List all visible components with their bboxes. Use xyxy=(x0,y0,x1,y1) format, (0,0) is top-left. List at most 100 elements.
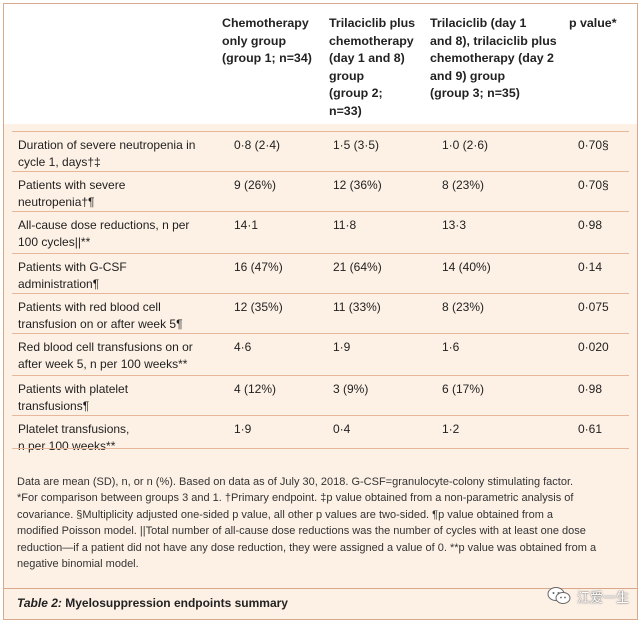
caption-divider xyxy=(4,588,637,589)
row-label: Platelet transfusions, n per 100 weeks** xyxy=(18,421,218,455)
group-3-value: 8 (23%) xyxy=(442,300,485,314)
row-label: Patients with platelet transfusions¶ xyxy=(18,381,218,415)
watermark-text: 江爱一生 xyxy=(576,589,629,605)
column-header-group-1: Chemotherapy only group (group 1; n=34) xyxy=(222,15,312,68)
group-3-value: 1·6 xyxy=(442,340,460,354)
group-3-value: 1·2 xyxy=(442,422,460,436)
caption-label: Table 2: xyxy=(17,596,62,610)
group-3-value: 13·3 xyxy=(442,218,467,232)
row-label: Red blood cell transfusions on or after w… xyxy=(18,339,218,373)
p-value: 0·61 xyxy=(578,422,603,436)
group-1-value: 14·1 xyxy=(234,218,259,232)
row-label-line: transfusions¶ xyxy=(18,399,90,413)
group-3-value: 14 (40%) xyxy=(442,260,491,274)
group-2-value: 1·9 xyxy=(333,340,351,354)
header-line: Trilaciclib (day 1 xyxy=(430,16,527,30)
header-line: only group xyxy=(222,33,287,48)
table-row: Duration of severe neutropenia in cycle 1… xyxy=(12,131,629,172)
column-header-p-value: p value* xyxy=(569,15,617,33)
header-line: (group 3; n=35) xyxy=(430,86,520,101)
header-line: chemotherapy (day 2 xyxy=(430,51,554,66)
row-label-line: transfusion on or after week 5¶ xyxy=(18,317,183,331)
table-caption: Table 2: Myelosuppression endpoints summ… xyxy=(17,596,288,610)
footnote-line: modified Poisson model. ||Total number o… xyxy=(17,525,586,538)
group-2-value: 11 (33%) xyxy=(333,300,381,314)
header-line: Trilaciclib plus xyxy=(329,16,416,30)
p-value: 0·98 xyxy=(578,382,603,396)
caption-title: Myelosuppression endpoints summary xyxy=(65,596,288,610)
header-line: n=33) xyxy=(329,103,362,118)
header-line: (group 2; xyxy=(329,86,383,101)
group-3-value: 6 (17%) xyxy=(442,382,485,396)
row-label-line: Red blood cell transfusions on or xyxy=(18,340,193,354)
p-value: 0·075 xyxy=(578,300,609,314)
p-value: 0·70§ xyxy=(578,178,609,192)
footnote-line: negative binomial model. xyxy=(17,558,139,571)
p-value: 0·70§ xyxy=(578,138,609,152)
row-label-line: n per 100 weeks** xyxy=(18,439,116,453)
table-row: Red blood cell transfusions on or after w… xyxy=(12,333,629,376)
group-1-value: 1·9 xyxy=(234,422,252,436)
group-2-value: 21 (64%) xyxy=(333,260,382,274)
header-line: p value* xyxy=(569,16,617,30)
group-2-value: 1·5 (3·5) xyxy=(333,138,380,152)
p-value: 0·020 xyxy=(578,340,609,354)
table-row: All-cause dose reductions, n per 100 cycl… xyxy=(12,211,629,254)
row-label-line: administration¶ xyxy=(18,277,100,291)
row-label-line: Patients with G-CSF xyxy=(18,260,127,274)
table-row: Patients with G-CSF administration¶ 16 (47… xyxy=(12,253,629,294)
row-label-line: 100 cycles||** xyxy=(18,235,91,249)
header-line: (group 1; n=34) xyxy=(222,51,312,66)
group-1-value: 16 (47%) xyxy=(234,260,283,274)
group-2-value: 11·8 xyxy=(333,218,357,232)
header-line: chemotherapy xyxy=(329,33,414,48)
row-label: Patients with G-CSF administration¶ xyxy=(18,259,218,293)
table-footnotes: Data are mean (SD), n, or n (%). Based o… xyxy=(17,474,627,572)
group-1-value: 4 (12%) xyxy=(234,382,277,396)
row-label-line: cycle 1, days†‡ xyxy=(18,155,101,169)
group-2-value: 12 (36%) xyxy=(333,178,382,192)
column-header-group-3: Trilaciclib (day 1 and 8), trilaciclib p… xyxy=(430,15,557,103)
group-2-value: 3 (9%) xyxy=(333,382,369,396)
column-header-group-2: Trilaciclib plus chemotherapy (day 1 and… xyxy=(329,15,415,121)
row-label-line: Patients with red blood cell xyxy=(18,300,161,314)
header-line: and 8), trilaciclib plus xyxy=(430,33,557,48)
table-header: Chemotherapy only group (group 1; n=34) … xyxy=(4,4,637,124)
p-value: 0·98 xyxy=(578,218,603,232)
footnote-line: Data are mean (SD), n, or n (%). Based o… xyxy=(17,476,574,488)
header-line: (day 1 and 8) xyxy=(329,51,405,66)
row-label-line: Platelet transfusions, xyxy=(18,422,130,436)
row-label: All-cause dose reductions, n per 100 cycl… xyxy=(18,217,218,251)
group-1-value: 4·6 xyxy=(234,340,252,354)
header-line: and 9) group xyxy=(430,68,506,83)
p-value: 0·14 xyxy=(578,260,603,274)
row-label: Duration of severe neutropenia in cycle 1… xyxy=(18,137,218,171)
row-label-line: Duration of severe neutropenia in xyxy=(18,138,196,152)
table-row: Patients with red blood cell transfusion … xyxy=(12,293,629,334)
table-frame: Chemotherapy only group (group 1; n=34) … xyxy=(3,3,638,620)
wechat-icon xyxy=(547,587,571,604)
group-1-value: 12 (35%) xyxy=(234,300,283,314)
watermark: 江爱一生 xyxy=(547,586,629,606)
group-1-value: 0·8 (2·4) xyxy=(234,138,281,152)
table-row: Patients with severe neutropenia†¶ 9 (26%)… xyxy=(12,171,629,212)
table-bottom-rule xyxy=(12,448,629,449)
row-label-line: neutropenia†¶ xyxy=(18,195,95,209)
table-row: Platelet transfusions, n per 100 weeks** 1… xyxy=(12,415,629,453)
row-label-line: All-cause dose reductions, n per xyxy=(18,218,190,232)
group-1-value: 9 (26%) xyxy=(234,178,277,192)
header-line: Chemotherapy xyxy=(222,16,309,30)
group-3-value: 8 (23%) xyxy=(442,178,485,192)
row-label: Patients with red blood cell transfusion … xyxy=(18,299,218,333)
header-line: group xyxy=(329,68,365,83)
group-3-value: 1·0 (2·6) xyxy=(442,138,489,152)
row-label-line: after week 5, n per 100 weeks** xyxy=(18,357,188,371)
row-label-line: Patients with platelet xyxy=(18,382,129,396)
group-2-value: 0·4 xyxy=(333,422,351,436)
row-label: Patients with severe neutropenia†¶ xyxy=(18,177,218,211)
footnote-line: covariance. §Multiplicity adjusted one-s… xyxy=(17,508,554,521)
table-row: Patients with platelet transfusions¶ 4 (12… xyxy=(12,375,629,416)
footnote-line: reduction—if a patient did not have any … xyxy=(17,541,597,554)
row-label-line: Patients with severe xyxy=(18,178,126,192)
footnote-line: *For comparison between groups 3 and 1. … xyxy=(17,492,574,505)
